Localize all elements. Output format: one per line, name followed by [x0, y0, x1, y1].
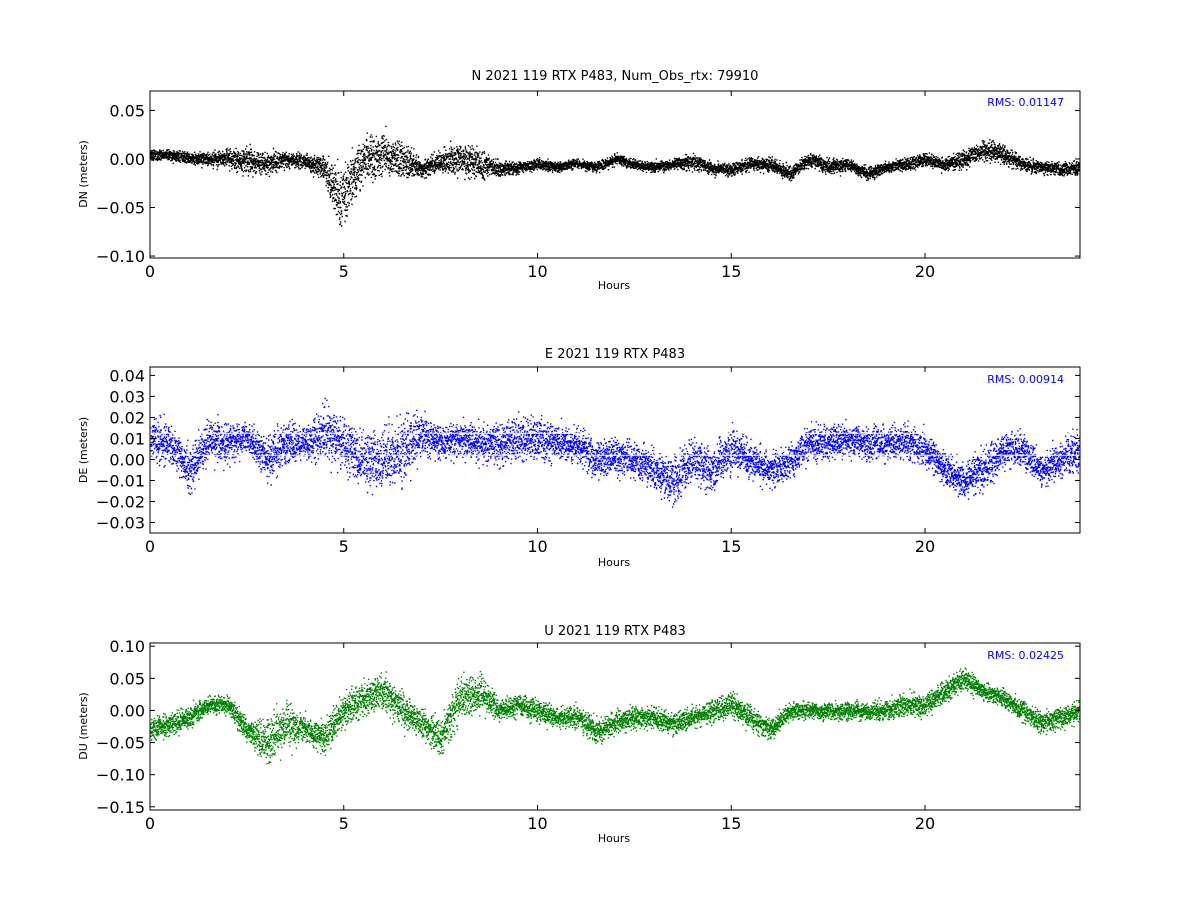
axes-frame	[149, 90, 1081, 259]
x-tick-label: 15	[721, 537, 741, 556]
data-points	[150, 397, 1080, 508]
y-tick-label: −0.15	[96, 798, 145, 817]
data-points	[150, 667, 1080, 765]
x-axis-label: Hours	[598, 279, 630, 292]
x-tick-label: 0	[145, 262, 155, 281]
y-tick-label: 0.04	[109, 366, 145, 385]
x-tick-label: 10	[527, 262, 547, 281]
y-tick-label: 0.05	[109, 669, 145, 688]
x-tick-label: 15	[721, 262, 741, 281]
rms-annotation: RMS: 0.00914	[987, 373, 1064, 386]
chart-title: E 2021 119 RTX P483	[545, 347, 685, 362]
x-tick-label: 20	[915, 814, 935, 833]
y-tick-label: −0.10	[96, 766, 145, 785]
y-axis: 0.05 0.00 −0.05 −0.10	[96, 101, 145, 266]
x-tick-label: 10	[527, 537, 547, 556]
y-axis-label: DN (meters)	[77, 140, 90, 208]
y-tick-label: −0.02	[96, 492, 145, 511]
y-tick-label: 0.10	[109, 637, 145, 656]
x-tick-label: 20	[915, 262, 935, 281]
x-axis-label: Hours	[598, 832, 630, 845]
panel-north: N 2021 119 RTX P483, Num_Obs_rtx: 79910 …	[77, 69, 1081, 292]
axes-frame	[149, 366, 1081, 534]
y-tick-label: 0.02	[109, 408, 145, 427]
y-tick-label: 0.00	[109, 450, 145, 469]
x-axis: 0 5 10 15 20	[145, 262, 935, 281]
x-axis-label: Hours	[598, 556, 630, 569]
x-axis: 0 5 10 15 20	[145, 814, 935, 833]
axes-frame	[149, 642, 1081, 811]
x-tick-label: 5	[339, 262, 349, 281]
y-axis: 0.04 0.03 0.02 0.01 0.00 −0.01 −0.02 −0.…	[96, 366, 145, 532]
x-tick-label: 0	[145, 814, 155, 833]
y-axis: 0.10 0.05 0.00 −0.05 −0.10 −0.15	[96, 637, 145, 817]
x-tick-label: 5	[339, 537, 349, 556]
y-tick-label: −0.03	[96, 513, 145, 532]
x-tick-label: 0	[145, 537, 155, 556]
y-tick-label: −0.10	[96, 247, 145, 266]
plot-area	[150, 125, 1080, 227]
x-tick-label: 10	[527, 814, 547, 833]
rms-annotation: RMS: 0.01147	[987, 96, 1064, 109]
x-tick-label: 15	[721, 814, 741, 833]
y-tick-label: 0.05	[109, 101, 145, 120]
chart-title: U 2021 119 RTX P483	[544, 624, 686, 639]
rms-annotation: RMS: 0.02425	[987, 649, 1064, 662]
chart-title: N 2021 119 RTX P483, Num_Obs_rtx: 79910	[472, 69, 759, 84]
data-points	[150, 125, 1080, 227]
y-tick-label: 0.03	[109, 387, 145, 406]
panel-up: U 2021 119 RTX P483 0 5 10 15 20 0.10 0.…	[77, 624, 1081, 845]
y-tick-label: −0.01	[96, 471, 145, 490]
y-tick-label: 0.01	[109, 429, 145, 448]
plot-area	[150, 667, 1080, 765]
y-axis-label: DU (meters)	[77, 692, 90, 759]
panel-east: E 2021 119 RTX P483 0 5 10 15 20 0.04 0.…	[77, 347, 1081, 569]
plot-area	[150, 397, 1080, 508]
y-tick-label: 0.00	[109, 701, 145, 720]
x-tick-label: 5	[339, 814, 349, 833]
y-axis-label: DE (meters)	[77, 417, 90, 483]
x-tick-label: 20	[915, 537, 935, 556]
y-tick-label: −0.05	[96, 199, 145, 218]
x-axis: 0 5 10 15 20	[145, 537, 935, 556]
y-tick-label: 0.00	[109, 150, 145, 169]
y-tick-label: −0.05	[96, 734, 145, 753]
